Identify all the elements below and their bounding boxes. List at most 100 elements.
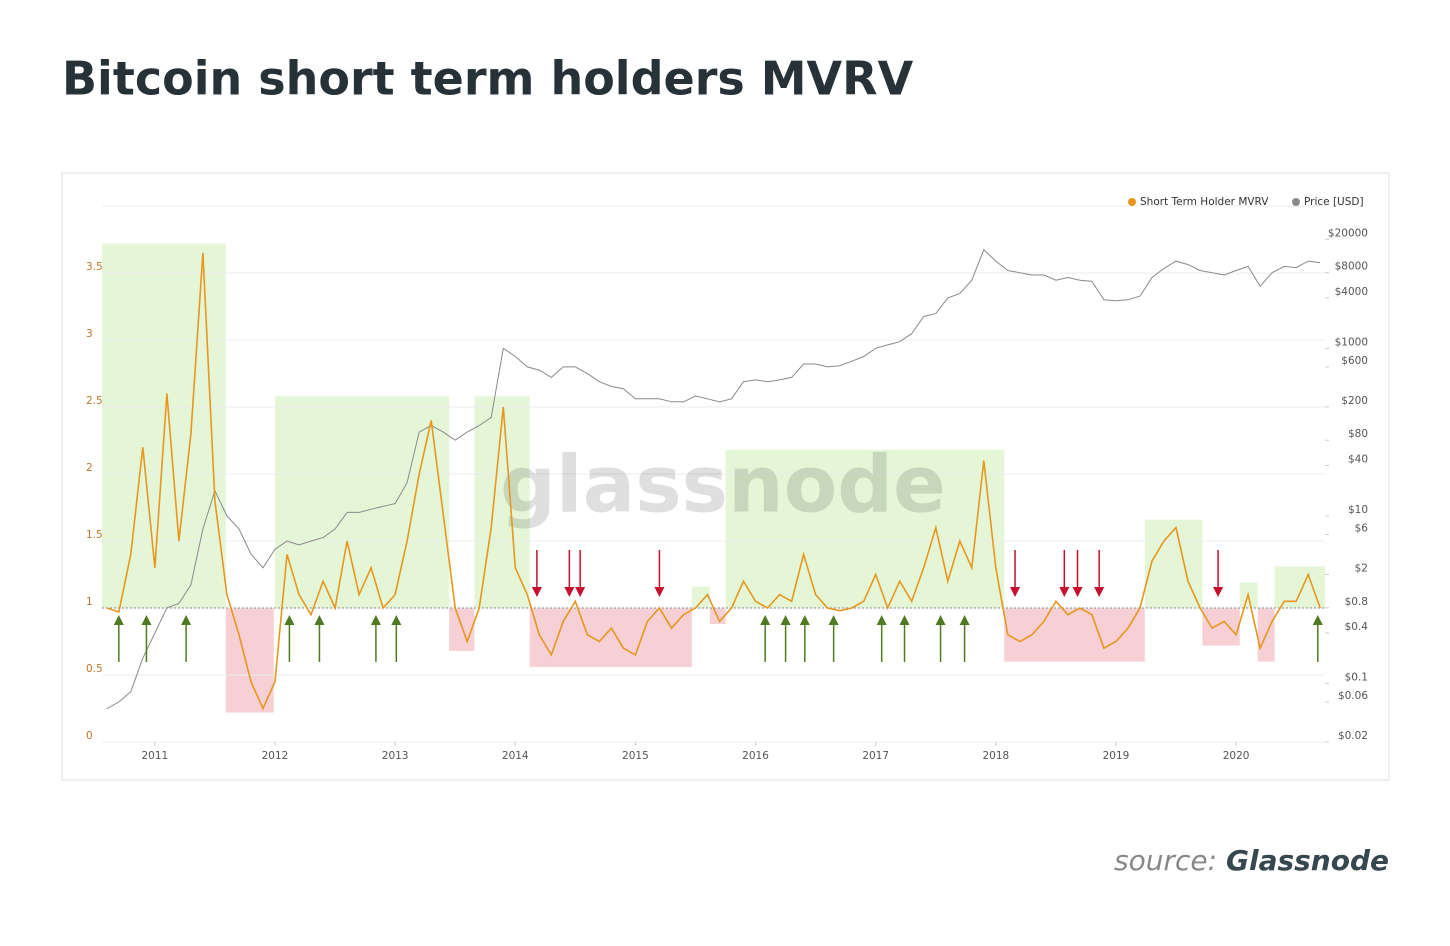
y2-tick-label: $40	[1348, 453, 1368, 465]
watermark: glassnode	[500, 440, 946, 530]
shaded-period	[1274, 566, 1325, 608]
arrow-head	[780, 615, 791, 625]
arrow-head	[1094, 587, 1105, 597]
y2-tick-label: $0.02	[1338, 730, 1368, 742]
arrow-head	[828, 615, 839, 625]
x-tick-label: 2011	[141, 750, 168, 762]
up-arrow	[1312, 615, 1323, 662]
y-tick-label: 0.5	[86, 663, 103, 675]
arrow-head	[1213, 587, 1224, 597]
x-tick-label: 2017	[862, 750, 889, 762]
y-tick-label: 2.5	[86, 395, 103, 407]
up-arrow	[760, 615, 771, 662]
y2-tick-label: $0.06	[1338, 690, 1368, 702]
shaded-period	[225, 608, 274, 713]
arrow-head	[959, 615, 970, 625]
shaded-period	[102, 243, 226, 608]
arrow-head	[391, 615, 402, 625]
page-title: Bitcoin short term holders MVRV	[62, 52, 914, 106]
x-tick-label: 2020	[1223, 750, 1250, 762]
up-arrow	[899, 615, 910, 662]
legend-label: Short Term Holder MVRV	[1140, 196, 1269, 208]
arrow-head	[1072, 587, 1083, 597]
source: source: Glassnode	[1114, 844, 1389, 877]
x-tick-label: 2015	[622, 750, 649, 762]
arrow-head	[899, 615, 910, 625]
y-tick-label: 3	[86, 328, 93, 340]
up-arrow	[314, 615, 325, 662]
shaded-period	[1202, 608, 1240, 646]
x-tick-label: 2019	[1103, 750, 1130, 762]
arrow-head	[654, 587, 665, 597]
series-line	[106, 252, 1321, 711]
arrow-head	[760, 615, 771, 625]
up-arrow	[935, 615, 946, 662]
arrow-head	[1010, 587, 1021, 597]
up-arrow	[828, 615, 839, 662]
shaded-period	[691, 586, 710, 608]
series-line	[106, 248, 1321, 710]
x-tick-label: 2013	[382, 750, 409, 762]
arrow-head	[141, 615, 152, 625]
shaded-period	[725, 449, 1005, 608]
y2-tick-label: $4000	[1335, 286, 1368, 298]
shaded-period	[474, 396, 530, 608]
down-arrow	[531, 550, 542, 597]
arrow-head	[935, 615, 946, 625]
y2-tick-label: $20000	[1328, 227, 1368, 239]
down-arrow	[1010, 550, 1021, 597]
arrow-head	[314, 615, 325, 625]
x-tick-label: 2016	[742, 750, 769, 762]
y2-tick-label: $8000	[1335, 261, 1368, 273]
arrow-head	[575, 587, 586, 597]
source-prefix: source:	[1114, 844, 1217, 877]
shaded-period	[1004, 608, 1145, 662]
down-arrow	[1094, 550, 1105, 597]
y2-tick-label: $600	[1341, 355, 1368, 367]
down-arrow	[564, 550, 575, 597]
shaded-period	[449, 608, 475, 651]
arrow-head	[799, 615, 810, 625]
y2-tick-label: $0.1	[1345, 671, 1368, 683]
arrow-head	[113, 615, 124, 625]
arrow-head	[564, 587, 575, 597]
up-arrow	[876, 615, 887, 662]
arrow-head	[370, 615, 381, 625]
y-tick-label: 3.5	[86, 261, 103, 273]
y2-tick-label: $0.8	[1345, 596, 1368, 608]
down-arrow	[1072, 550, 1083, 597]
y-tick-label: 2	[86, 462, 93, 474]
shaded-period	[529, 608, 692, 667]
x-tick-label: 2014	[502, 750, 529, 762]
y2-tick-label: $0.4	[1345, 621, 1369, 633]
up-arrow	[181, 615, 192, 662]
up-arrow	[799, 615, 810, 662]
arrow-head	[531, 587, 542, 597]
arrow-head	[181, 615, 192, 625]
up-arrow	[959, 615, 970, 662]
up-arrow	[391, 615, 402, 662]
up-arrow	[284, 615, 295, 662]
arrow-head	[1312, 615, 1323, 625]
x-tick-label: 2018	[982, 750, 1009, 762]
shaded-period	[274, 396, 450, 608]
y2-tick-label: $80	[1348, 428, 1368, 440]
y2-tick-label: $1000	[1335, 336, 1368, 348]
y2-tick-label: $10	[1348, 504, 1368, 516]
up-arrow	[780, 615, 791, 662]
up-arrow	[113, 615, 124, 662]
y-tick-label: 1	[86, 596, 93, 608]
y2-tick-label: $200	[1341, 395, 1368, 407]
plot: 0 0.5 1 1.5 2 2.5 3 3.5 $20000 $8000 $4000 $1000 $60…	[86, 196, 1368, 762]
y-tick-label: 1.5	[86, 529, 103, 541]
down-arrow	[1213, 550, 1224, 597]
down-arrow	[1059, 550, 1070, 597]
down-arrow	[575, 550, 586, 597]
y2-tick-label: $2	[1355, 562, 1368, 574]
up-arrow	[370, 615, 381, 662]
legend-label: Price [USD]	[1304, 196, 1364, 208]
up-arrow	[141, 615, 152, 662]
source-name: Glassnode	[1226, 844, 1389, 877]
legend-marker	[1292, 198, 1300, 206]
